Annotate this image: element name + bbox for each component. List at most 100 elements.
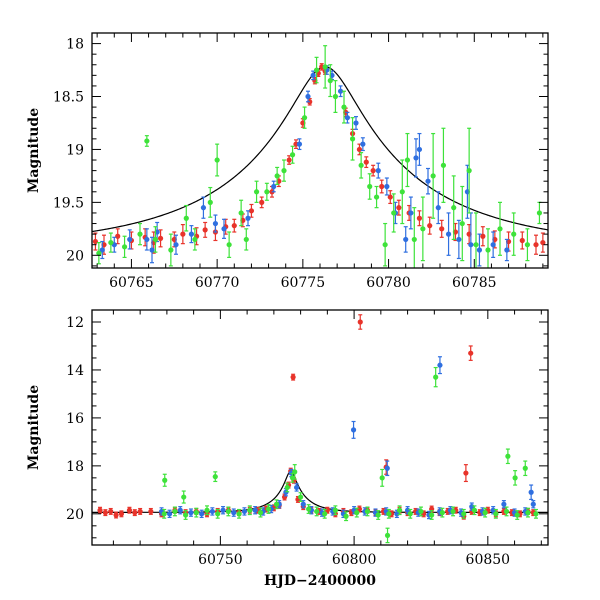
data-series <box>158 356 536 520</box>
data-point <box>298 494 304 500</box>
data-point <box>192 236 198 243</box>
x-tick-label: 60765 <box>109 275 154 291</box>
data-point <box>274 173 280 179</box>
data-point <box>386 511 392 517</box>
plot-area <box>92 314 548 544</box>
data-point <box>375 512 381 518</box>
data-point <box>433 374 439 380</box>
data-point <box>497 226 503 232</box>
data-point <box>373 194 380 200</box>
data-point <box>183 215 189 221</box>
data-point <box>403 236 409 243</box>
y-tick-label: 19 <box>66 142 84 158</box>
data-point <box>253 189 260 195</box>
data-point <box>456 236 462 243</box>
y-axis-title: Magnitude <box>26 108 42 193</box>
data-point <box>364 508 371 515</box>
bottom-panel-light-curve: 60750 60800 60850 12 14 16 18 20 Magnitude HJD−24… <box>26 309 549 589</box>
data-point <box>231 510 237 516</box>
data-point <box>121 244 128 250</box>
data-point <box>363 159 369 165</box>
data-point <box>418 508 424 515</box>
x-axis-title: HJD−2400000 <box>264 573 376 589</box>
data-series <box>161 366 539 544</box>
data-point <box>204 507 210 513</box>
data-point <box>301 115 308 121</box>
data-point <box>306 506 312 512</box>
data-point <box>396 507 403 513</box>
data-series <box>96 45 543 268</box>
data-point <box>503 508 510 515</box>
data-point <box>511 231 517 237</box>
data-point <box>384 183 390 190</box>
data-point <box>408 210 414 216</box>
data-point <box>525 510 531 516</box>
data-point <box>137 231 143 237</box>
data-point <box>533 511 539 517</box>
data-point <box>214 157 220 163</box>
data-point <box>180 231 186 237</box>
data-point <box>514 512 520 518</box>
data-point <box>245 215 251 221</box>
data-point <box>243 236 249 243</box>
data-point <box>152 236 159 243</box>
y-axis-title: Magnitude <box>26 385 42 470</box>
data-point <box>463 470 469 476</box>
data-point <box>220 507 226 513</box>
data-point <box>356 146 363 153</box>
data-point <box>429 512 435 518</box>
data-point <box>115 233 121 239</box>
data-point <box>157 235 164 241</box>
data-point <box>188 510 194 516</box>
data-point <box>102 510 108 516</box>
data-point <box>209 508 215 515</box>
data-point <box>524 242 531 248</box>
data-point <box>231 223 237 229</box>
data-point <box>271 183 277 190</box>
data-point <box>162 477 168 483</box>
data-point <box>289 152 296 158</box>
data-point <box>99 247 105 253</box>
data-point <box>327 78 333 84</box>
data-point <box>493 511 499 517</box>
data-series <box>97 314 536 520</box>
data-point <box>181 494 187 500</box>
data-point <box>530 501 536 507</box>
x-tick-label: 60775 <box>281 275 326 291</box>
data-point <box>177 507 183 513</box>
data-point <box>387 194 393 200</box>
data-point <box>480 233 486 239</box>
data-point <box>265 506 272 512</box>
data-point <box>522 465 528 471</box>
data-point <box>225 508 231 515</box>
data-point <box>384 532 391 539</box>
data-point <box>343 513 349 519</box>
data-series <box>92 63 546 255</box>
data-point <box>252 507 258 513</box>
data-point <box>350 427 357 433</box>
data-point <box>199 511 205 517</box>
data-point <box>247 507 253 513</box>
data-point <box>183 512 189 518</box>
data-point <box>451 205 457 211</box>
data-point <box>471 507 478 513</box>
plot-area <box>92 45 548 268</box>
data-point <box>173 242 179 248</box>
data-point <box>344 115 351 121</box>
data-point <box>504 247 510 253</box>
data-point <box>450 508 456 515</box>
data-point <box>425 178 431 184</box>
data-point <box>367 183 373 190</box>
data-point <box>127 236 133 243</box>
data-point <box>391 210 397 216</box>
data-point <box>212 220 219 227</box>
data-point <box>437 362 443 368</box>
data-point <box>540 239 546 246</box>
data-point <box>485 247 491 253</box>
data-point <box>536 210 543 216</box>
data-point <box>226 242 232 248</box>
y-tick-label: 20 <box>66 507 84 523</box>
data-point <box>166 511 173 517</box>
x-tick-label: 60780 <box>366 275 411 291</box>
data-point <box>399 189 405 195</box>
